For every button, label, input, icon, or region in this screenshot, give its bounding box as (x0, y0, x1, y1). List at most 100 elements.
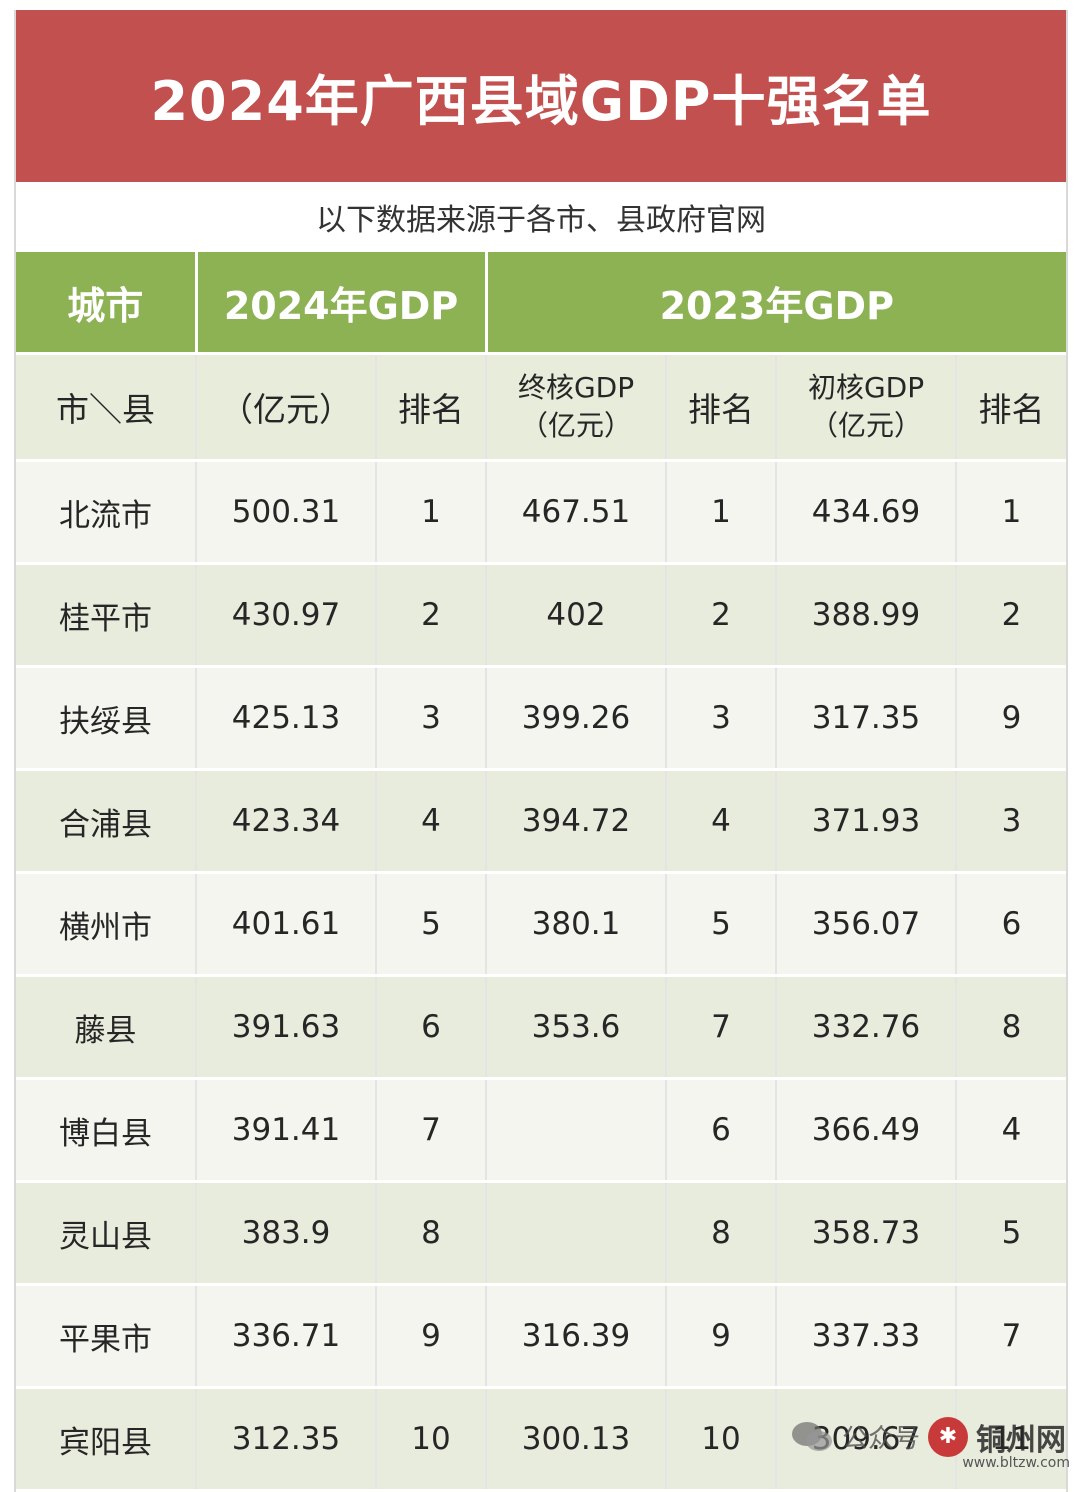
cell-prelim-rank-2023: 3 (956, 769, 1067, 874)
cell-prelim-rank-2023: 1 (956, 460, 1067, 565)
source-note: 以下数据来源于各市、县政府官网 (16, 185, 1066, 252)
wechat-icon (792, 1421, 832, 1451)
subheader-unit: （亿元） (196, 352, 377, 462)
subheader-city: 市＼县 (16, 352, 197, 462)
cell-final-rank-2023: 1 (666, 460, 778, 565)
cell-prelim-gdp-2023: 366.49 (776, 1078, 958, 1183)
cell-rank-2024: 5 (376, 872, 488, 977)
cell-prelim-gdp-2023: 434.69 (776, 460, 958, 565)
cell-final-gdp-2023: 316.39 (486, 1284, 668, 1389)
cell-prelim-rank-2023: 4 (956, 1078, 1067, 1183)
cell-rank-2024: 4 (376, 769, 488, 874)
cell-city: 平果市 (16, 1284, 197, 1389)
subheader-prelim-gdp: 初核GDP （亿元） (776, 352, 958, 462)
cell-rank-2024: 1 (376, 460, 488, 565)
cell-rank-2024: 2 (376, 563, 488, 668)
subheader-rank-2024: 排名 (376, 352, 488, 462)
watermark-url: www.bltzw.com (962, 1455, 1070, 1471)
cell-prelim-gdp-2023: 371.93 (776, 769, 958, 874)
cell-gdp-2024: 430.97 (196, 563, 377, 668)
cell-final-rank-2023: 3 (666, 666, 778, 771)
cell-final-rank-2023: 2 (666, 563, 778, 668)
cell-final-gdp-2023: 300.13 (486, 1387, 668, 1492)
cell-city: 横州市 (16, 872, 197, 977)
cell-gdp-2024: 423.34 (196, 769, 377, 874)
cell-rank-2024: 10 (376, 1387, 488, 1492)
subheader-prelim-gdp-unit: （亿元） (810, 409, 923, 442)
header-gdp-2023: 2023年GDP (486, 252, 1067, 354)
header-gdp-2024: 2024年GDP (196, 252, 488, 354)
site-logo-icon: ✱ (928, 1416, 969, 1457)
cell-prelim-rank-2023: 5 (956, 1181, 1067, 1286)
cell-city: 北流市 (16, 460, 197, 565)
table-row: 北流市 500.31 1 467.51 1 434.69 1 (16, 460, 1067, 565)
table-header-row: 城市 2024年GDP 2023年GDP (16, 252, 1067, 354)
cell-final-gdp-2023 (486, 1181, 668, 1286)
cell-city: 宾阳县 (16, 1387, 197, 1492)
cell-city: 藤县 (16, 975, 197, 1080)
cell-prelim-gdp-2023: 332.76 (776, 975, 958, 1080)
cell-gdp-2024: 425.13 (196, 666, 377, 771)
subheader-final-gdp: 终核GDP （亿元） (486, 352, 668, 462)
cell-prelim-rank-2023: 8 (956, 975, 1067, 1080)
page-title: 2024年广西县域GDP十强名单 (16, 10, 1066, 185)
cell-rank-2024: 3 (376, 666, 488, 771)
table-row: 桂平市 430.97 2 402 2 388.99 2 (16, 563, 1067, 668)
table-subheader-row: 市＼县 （亿元） 排名 终核GDP （亿元） 排名 初核GDP （亿元） 排名 (16, 352, 1067, 462)
cell-final-gdp-2023: 399.26 (486, 666, 668, 771)
cell-final-rank-2023: 4 (666, 769, 778, 874)
cell-prelim-gdp-2023: 388.99 (776, 563, 958, 668)
cell-final-gdp-2023: 353.6 (486, 975, 668, 1080)
cell-prelim-gdp-2023: 317.35 (776, 666, 958, 771)
header-city: 城市 (16, 252, 198, 354)
table-row: 平果市 336.71 9 316.39 9 337.33 7 (16, 1284, 1067, 1389)
cell-city: 扶绥县 (16, 666, 197, 771)
cell-final-rank-2023: 6 (666, 1078, 778, 1183)
subheader-final-rank: 排名 (666, 352, 778, 462)
cell-final-rank-2023: 7 (666, 975, 778, 1080)
cell-gdp-2024: 391.63 (196, 975, 377, 1080)
cell-prelim-rank-2023: 9 (956, 666, 1067, 771)
cell-gdp-2024: 500.31 (196, 460, 377, 565)
cell-final-rank-2023: 9 (666, 1284, 778, 1389)
watermark: 公众号 ✱ 铜州网 www.bltzw.com (790, 1400, 1080, 1473)
watermark-label: 公众号 (842, 1424, 921, 1454)
cell-rank-2024: 7 (376, 1078, 488, 1183)
table-row: 扶绥县 425.13 3 399.26 3 317.35 9 (16, 666, 1067, 771)
cell-final-gdp-2023: 467.51 (486, 460, 668, 565)
cell-gdp-2024: 401.61 (196, 872, 377, 977)
table-row: 合浦县 423.34 4 394.72 4 371.93 3 (16, 769, 1067, 874)
subheader-final-gdp-unit: （亿元） (520, 409, 633, 442)
cell-rank-2024: 9 (376, 1284, 488, 1389)
cell-city: 博白县 (16, 1078, 197, 1183)
cell-final-gdp-2023: 402 (486, 563, 668, 668)
cell-prelim-gdp-2023: 337.33 (776, 1284, 958, 1389)
cell-final-gdp-2023: 394.72 (486, 769, 668, 874)
cell-gdp-2024: 336.71 (196, 1284, 377, 1389)
gdp-ranking-sheet: 2024年广西县域GDP十强名单 以下数据来源于各市、县政府官网 城市 2024… (14, 10, 1068, 1492)
cell-city: 桂平市 (16, 563, 197, 668)
table-row: 藤县 391.63 6 353.6 7 332.76 8 (16, 975, 1067, 1080)
gdp-table: 城市 2024年GDP 2023年GDP 市＼县 （亿元） 排名 终核GDP （… (16, 252, 1067, 1492)
cell-prelim-gdp-2023: 358.73 (776, 1181, 958, 1286)
table-row: 横州市 401.61 5 380.1 5 356.07 6 (16, 872, 1067, 977)
cell-final-rank-2023: 5 (666, 872, 778, 977)
cell-city: 灵山县 (16, 1181, 197, 1286)
cell-prelim-rank-2023: 7 (956, 1284, 1067, 1389)
cell-final-gdp-2023 (486, 1078, 668, 1183)
table-row: 灵山县 383.9 8 8 358.73 5 (16, 1181, 1067, 1286)
cell-prelim-rank-2023: 2 (956, 563, 1067, 668)
cell-gdp-2024: 383.9 (196, 1181, 377, 1286)
cell-city: 合浦县 (16, 769, 197, 874)
cell-final-gdp-2023: 380.1 (486, 872, 668, 977)
cell-final-rank-2023: 10 (666, 1387, 778, 1492)
cell-rank-2024: 8 (376, 1181, 488, 1286)
subheader-final-gdp-label: 终核GDP (517, 371, 635, 404)
subheader-prelim-rank: 排名 (956, 352, 1067, 462)
table-row: 博白县 391.41 7 6 366.49 4 (16, 1078, 1067, 1183)
cell-gdp-2024: 391.41 (196, 1078, 377, 1183)
watermark-site: 铜州网 (976, 1422, 1067, 1458)
cell-prelim-rank-2023: 6 (956, 872, 1067, 977)
cell-final-rank-2023: 8 (666, 1181, 778, 1286)
cell-rank-2024: 6 (376, 975, 488, 1080)
